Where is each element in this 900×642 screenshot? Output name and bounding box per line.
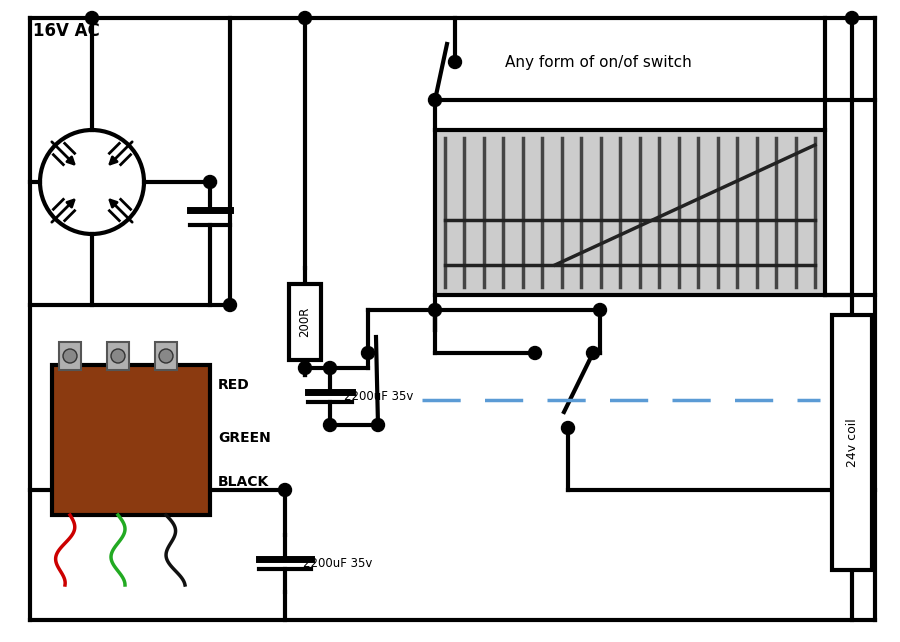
Text: 2200uF 35v: 2200uF 35v — [344, 390, 413, 403]
Circle shape — [528, 347, 542, 360]
Circle shape — [362, 347, 374, 360]
Circle shape — [593, 304, 607, 317]
Bar — [289, 284, 321, 360]
Circle shape — [299, 12, 311, 24]
Circle shape — [372, 419, 384, 431]
Circle shape — [448, 55, 462, 69]
Circle shape — [111, 349, 125, 363]
Text: 16V AC: 16V AC — [33, 22, 100, 40]
Text: RED: RED — [218, 378, 250, 392]
Text: 24v coil: 24v coil — [845, 418, 859, 467]
Bar — [435, 130, 825, 295]
Circle shape — [323, 419, 337, 431]
Text: BLACK: BLACK — [218, 475, 269, 489]
Bar — [155, 342, 177, 370]
Circle shape — [299, 361, 311, 374]
Circle shape — [428, 94, 442, 107]
Text: Any form of on/of switch: Any form of on/of switch — [505, 55, 692, 69]
Bar — [59, 342, 81, 370]
Circle shape — [587, 347, 599, 360]
Circle shape — [86, 12, 98, 24]
Circle shape — [63, 349, 77, 363]
Bar — [52, 365, 210, 515]
Circle shape — [278, 483, 292, 496]
Circle shape — [845, 12, 859, 24]
Bar — [832, 315, 872, 570]
Text: 2200uF 35v: 2200uF 35v — [303, 557, 373, 570]
Circle shape — [223, 299, 237, 311]
Circle shape — [323, 361, 337, 374]
Circle shape — [203, 175, 217, 189]
Text: GREEN: GREEN — [218, 431, 271, 445]
Text: 200R: 200R — [299, 306, 311, 336]
Circle shape — [428, 304, 442, 317]
Bar — [107, 342, 129, 370]
Circle shape — [562, 422, 574, 435]
Circle shape — [159, 349, 173, 363]
